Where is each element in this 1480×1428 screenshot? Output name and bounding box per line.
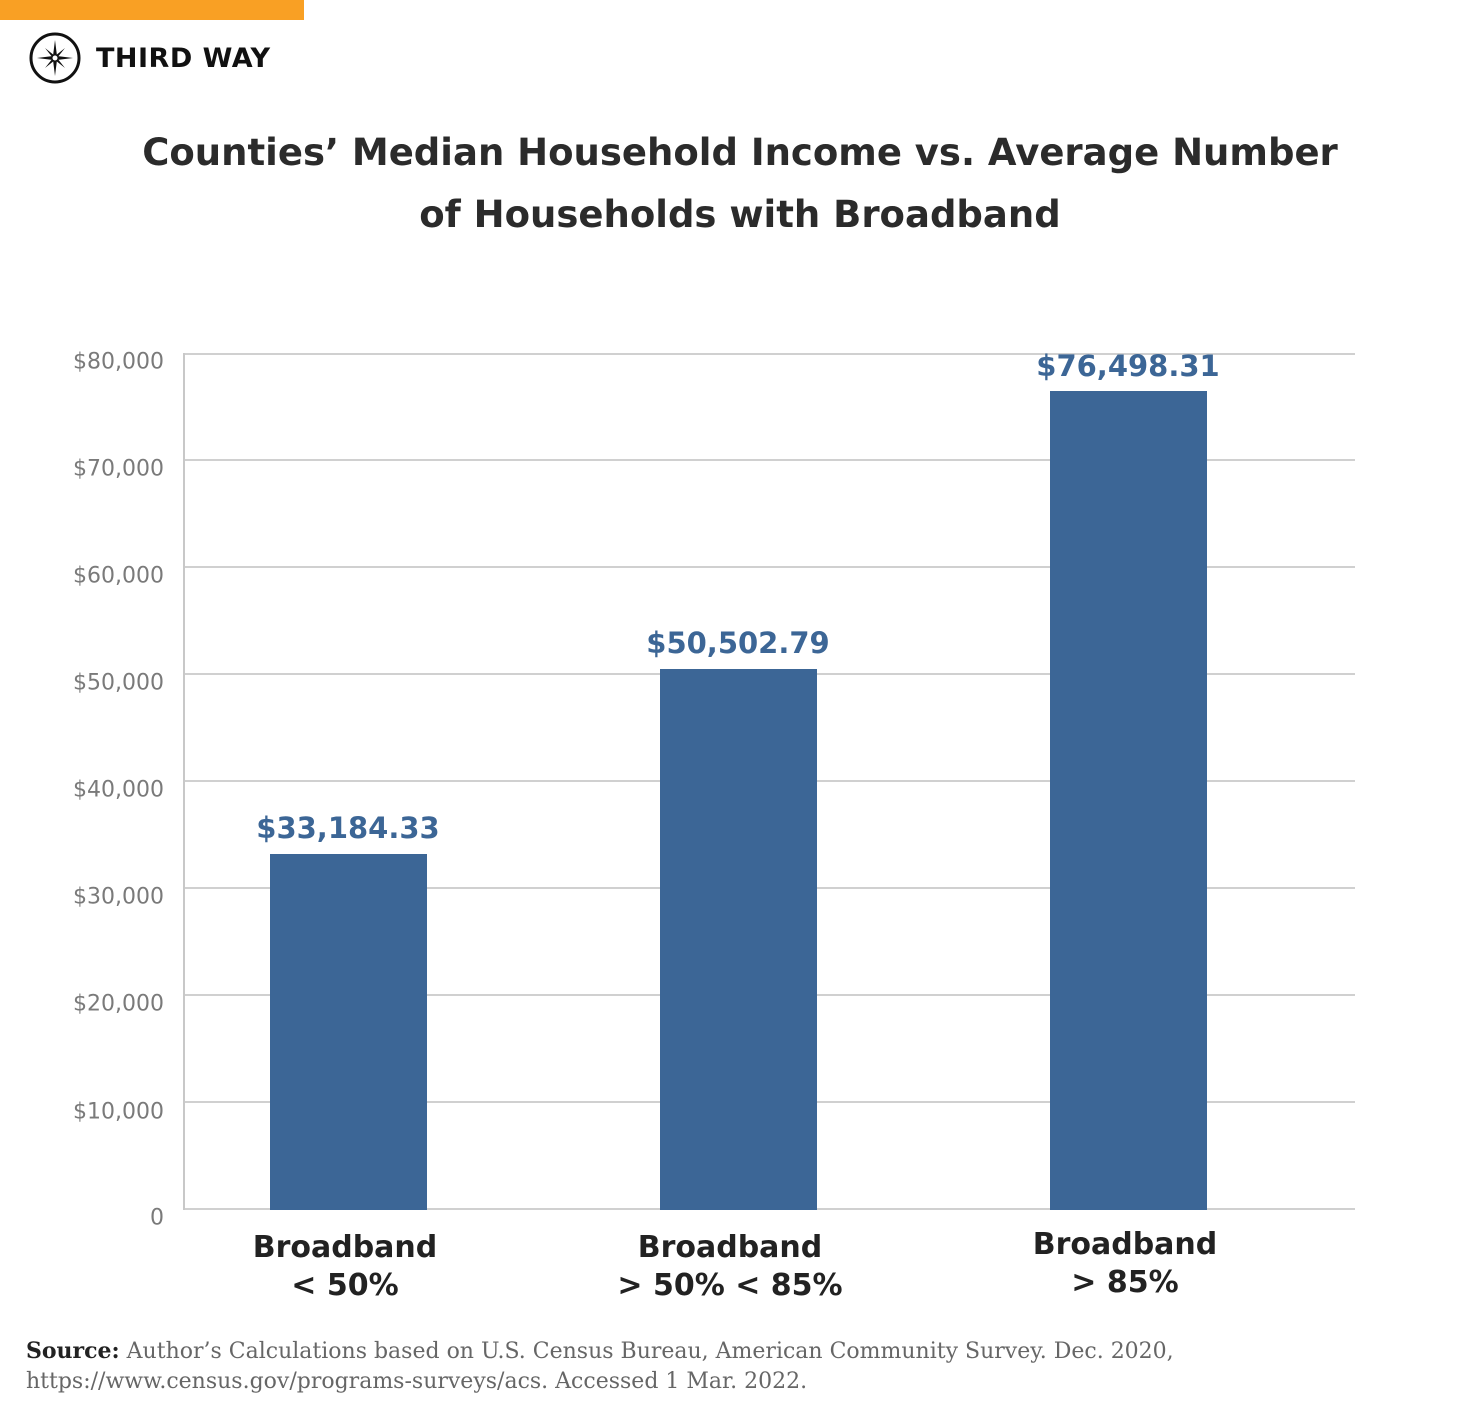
x-label-line: Broadband	[252, 1230, 438, 1265]
chart-title-line-1: Counties’ Median Household Income vs. Av…	[142, 131, 1338, 174]
x-label-line: Broadband	[1032, 1227, 1218, 1262]
y-tick: $20,000	[73, 991, 164, 1017]
x-category-label: Broadband > 50% < 85%	[550, 1229, 910, 1305]
x-label-line: > 50% < 85%	[617, 1268, 843, 1303]
y-tick: $60,000	[73, 563, 164, 589]
y-tick: $30,000	[73, 884, 164, 910]
gridline	[185, 459, 1355, 461]
bar-broadband-over-85	[1050, 391, 1207, 1210]
y-tick: $50,000	[73, 670, 164, 696]
bar-value-label: $76,498.31	[1036, 349, 1220, 383]
y-tick: $80,000	[73, 349, 164, 375]
plot-area: $33,184.33 $50,502.79 $76,498.31	[183, 349, 1355, 1210]
chart-title-line-2: of Households with Broadband	[419, 193, 1061, 236]
accent-bar	[0, 0, 304, 20]
gridline	[185, 566, 1355, 568]
compass-icon	[29, 32, 81, 84]
source-label: Source:	[26, 1338, 120, 1364]
x-label-line: Broadband	[637, 1230, 823, 1265]
source-text: Author’s Calculations based on U.S. Cens…	[26, 1339, 1174, 1394]
gridline	[185, 353, 1355, 355]
x-category-label: Broadband < 50%	[165, 1229, 525, 1305]
bar-broadband-under-50	[270, 854, 427, 1210]
x-category-label: Broadband > 85%	[945, 1226, 1305, 1302]
y-tick: $10,000	[73, 1099, 164, 1125]
bar-broadband-50-to-85	[660, 669, 817, 1210]
bar-value-label: $33,184.33	[256, 811, 440, 845]
x-label-line: < 50%	[291, 1268, 399, 1303]
source-note: Source: Author’s Calculations based on U…	[26, 1336, 1456, 1397]
y-tick: $70,000	[73, 456, 164, 482]
chart-title: Counties’ Median Household Income vs. Av…	[0, 122, 1480, 246]
y-tick: 0	[150, 1205, 164, 1231]
y-tick: $40,000	[73, 777, 164, 803]
x-label-line: > 85%	[1071, 1265, 1179, 1300]
bar-value-label: $50,502.79	[646, 626, 830, 660]
brand-logo: THIRD WAY	[28, 31, 271, 85]
brand-name: THIRD WAY	[96, 42, 271, 74]
